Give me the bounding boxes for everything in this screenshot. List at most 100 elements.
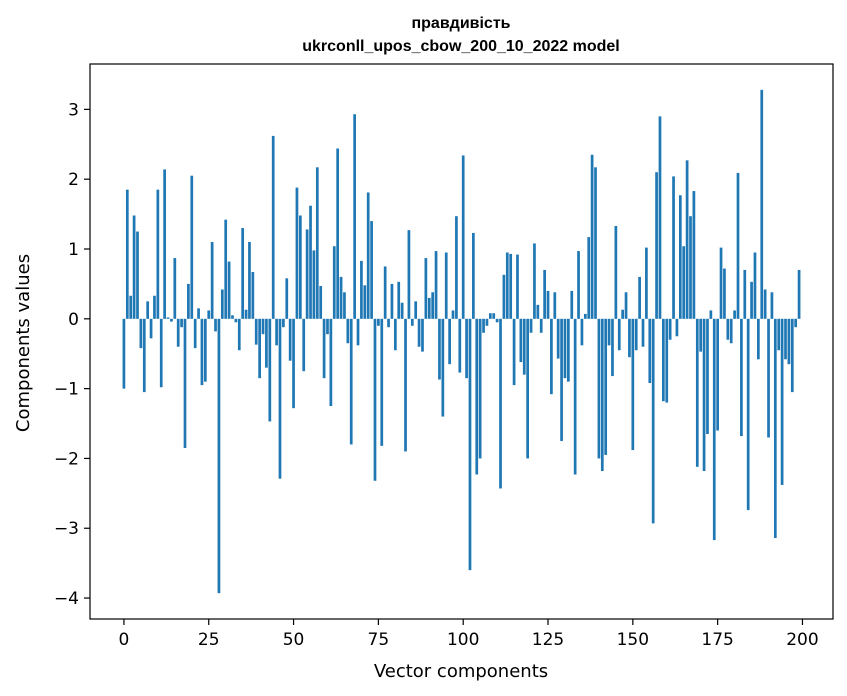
bar-119 (526, 318, 530, 459)
bar-12 (163, 169, 166, 319)
bar-17 (180, 318, 183, 328)
bar-61 (329, 318, 333, 407)
bar-30 (224, 219, 228, 319)
y-tick-label: −3 (54, 519, 79, 539)
bar-42 (265, 318, 268, 368)
bar-104 (475, 318, 479, 475)
bar-101 (465, 318, 468, 379)
bar-47 (282, 318, 285, 328)
bar-115 (512, 318, 516, 386)
y-tick-label: 1 (68, 240, 79, 260)
bar-161 (668, 318, 672, 340)
bar-190 (767, 318, 770, 438)
bar-163 (675, 318, 679, 337)
bar-127 (553, 292, 557, 319)
y-tick-label: 0 (68, 310, 79, 330)
bar-9 (153, 295, 156, 319)
bar-137 (587, 237, 591, 319)
bar-3 (132, 215, 136, 319)
bar-52 (298, 215, 302, 319)
bar-97 (451, 310, 455, 319)
bar-95 (444, 252, 448, 319)
x-axis-label: Vector components (374, 661, 548, 682)
bar-148 (624, 292, 628, 319)
x-tick-label: 75 (368, 630, 390, 650)
bar-150 (631, 318, 635, 451)
bar-92 (434, 251, 438, 319)
bar-167 (689, 216, 692, 319)
bar-46 (278, 318, 282, 479)
chart-subtitle: ukrconll_upos_cbow_200_10_2022 model (302, 38, 619, 55)
bar-31 (227, 261, 231, 319)
bar-96 (448, 318, 451, 365)
x-tick-label: 200 (786, 630, 818, 650)
bar-176 (719, 247, 723, 319)
bar-4 (136, 231, 139, 319)
bar-114 (509, 253, 513, 319)
bar-80 (393, 318, 397, 351)
bar-2 (129, 295, 133, 319)
bar-55 (309, 205, 312, 319)
bar-32 (231, 315, 234, 319)
bar-72 (366, 192, 370, 319)
bar-197 (790, 318, 794, 393)
x-tick-label: 125 (532, 630, 564, 650)
bar-44 (271, 135, 275, 319)
y-tick-label: −2 (54, 449, 79, 469)
bar-21 (193, 318, 197, 349)
bar-154 (645, 247, 648, 319)
bar-8 (149, 318, 153, 339)
bar-102 (468, 318, 472, 571)
bar-36 (244, 309, 248, 319)
bar-134 (577, 251, 580, 319)
bar-155 (648, 318, 652, 384)
bar-153 (641, 318, 645, 347)
bar-107 (485, 318, 489, 326)
bar-129 (560, 318, 563, 441)
bar-18 (183, 318, 187, 448)
bar-183 (743, 269, 747, 319)
bar-159 (662, 318, 665, 402)
bar-125 (546, 290, 550, 319)
bar-29 (220, 289, 224, 319)
bar-0 (122, 318, 126, 389)
bar-162 (672, 176, 675, 319)
bar-123 (539, 318, 543, 333)
bar-15 (173, 258, 177, 319)
bar-181 (736, 172, 740, 319)
bar-53 (302, 318, 306, 372)
bar-20 (190, 175, 194, 319)
bar-193 (777, 318, 781, 351)
bar-66 (346, 318, 350, 344)
x-tick-label: 150 (617, 630, 649, 650)
bar-79 (390, 283, 394, 319)
bar-124 (543, 269, 546, 319)
bar-10 (156, 189, 160, 319)
bar-84 (407, 230, 411, 319)
bar-152 (638, 276, 641, 319)
bar-126 (550, 318, 553, 395)
bar-22 (197, 308, 200, 319)
bar-67 (349, 318, 353, 445)
bar-173 (709, 310, 713, 319)
bar-195 (784, 318, 787, 360)
bar-series (122, 89, 801, 594)
bar-164 (678, 195, 682, 319)
bar-25 (207, 310, 211, 319)
bar-138 (590, 154, 594, 319)
bar-45 (275, 318, 278, 346)
bar-194 (780, 318, 784, 485)
y-axis-label: Components values (13, 254, 34, 432)
bar-189 (763, 289, 767, 319)
bar-143 (607, 318, 611, 346)
bar-172 (706, 318, 709, 434)
bar-13 (166, 317, 170, 319)
x-tick-label: 50 (283, 630, 305, 650)
bar-70 (360, 260, 363, 319)
bar-121 (533, 243, 536, 319)
bar-198 (794, 318, 798, 328)
bar-60 (326, 318, 329, 335)
bar-85 (410, 318, 414, 326)
x-tick-label: 25 (198, 630, 220, 650)
bar-145 (614, 225, 618, 319)
